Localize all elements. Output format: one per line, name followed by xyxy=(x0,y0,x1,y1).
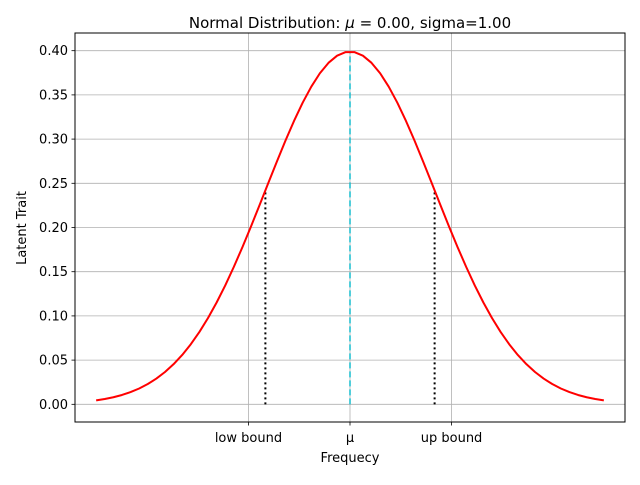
y-axis-label: Latent Trait xyxy=(15,191,30,265)
x-axis-label: Frequecy xyxy=(321,451,380,466)
chart-title: Normal Distribution: μ = 0.00, sigma=1.0… xyxy=(189,14,511,32)
y-tick-label: 0.00 xyxy=(39,398,68,413)
y-tick-label: 0.15 xyxy=(39,265,68,280)
y-tick-label: 0.35 xyxy=(39,88,68,103)
x-tick-label: μ xyxy=(346,431,354,446)
y-tick-label: 0.40 xyxy=(39,44,68,59)
x-tick-label: low bound xyxy=(215,431,282,446)
ticks-layer: 0.00 0.05 0.10 0.15 0.20 0.25 0.30 0.35 0.40 low … xyxy=(39,44,482,446)
y-tick-label: 0.10 xyxy=(39,309,68,324)
y-tick-label: 0.20 xyxy=(39,221,68,236)
pdf-curve xyxy=(95,51,605,402)
y-tick-label: 0.25 xyxy=(39,177,68,192)
y-tick-label: 0.05 xyxy=(39,354,68,369)
y-tick-label: 0.30 xyxy=(39,133,68,148)
series-layer xyxy=(95,51,605,405)
x-tick-label: up bound xyxy=(421,431,483,446)
